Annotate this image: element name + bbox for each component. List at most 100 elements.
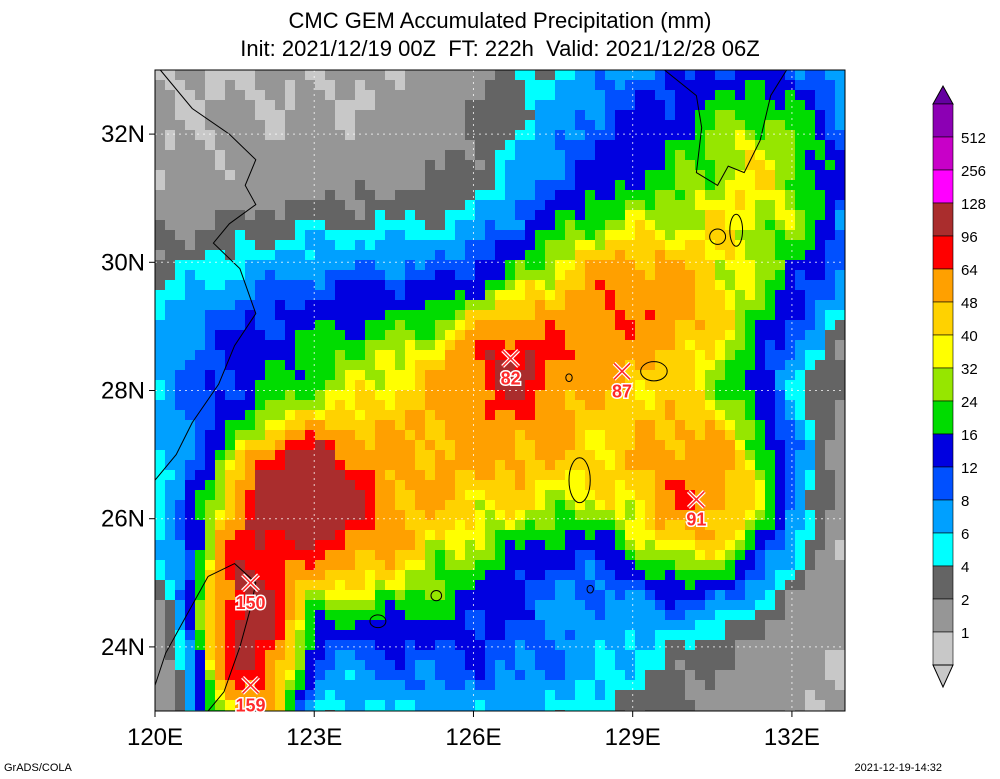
field-cell bbox=[505, 350, 516, 361]
field-cell bbox=[395, 670, 406, 681]
field-cell bbox=[495, 90, 506, 101]
field-cell bbox=[605, 430, 616, 441]
field-cell bbox=[375, 130, 386, 141]
field-cell bbox=[485, 420, 496, 431]
field-cell bbox=[155, 680, 166, 691]
field-cell bbox=[525, 230, 536, 241]
field-cell bbox=[445, 480, 456, 491]
colorbar-label: 48 bbox=[961, 295, 978, 312]
field-cell bbox=[505, 140, 516, 151]
field-cell bbox=[165, 300, 176, 311]
field-cell bbox=[575, 670, 586, 681]
field-cell bbox=[155, 290, 166, 301]
field-cell bbox=[215, 480, 226, 491]
field-cell bbox=[715, 450, 726, 461]
field-cell bbox=[305, 270, 316, 281]
field-cell bbox=[515, 390, 526, 401]
field-cell bbox=[455, 410, 466, 421]
field-cell bbox=[635, 430, 646, 441]
field-cell bbox=[565, 600, 576, 611]
field-cell bbox=[475, 680, 486, 691]
field-cell bbox=[185, 200, 196, 211]
field-cell bbox=[705, 680, 716, 691]
field-cell bbox=[375, 180, 386, 191]
field-cell bbox=[205, 510, 216, 521]
island bbox=[568, 457, 591, 504]
field-cell bbox=[665, 480, 676, 491]
field-cell bbox=[675, 470, 686, 481]
field-cell bbox=[655, 470, 666, 481]
field-cell bbox=[755, 300, 766, 311]
field-cell bbox=[655, 490, 666, 501]
field-cell bbox=[215, 250, 226, 261]
field-cell bbox=[275, 200, 286, 211]
field-cell bbox=[685, 370, 696, 381]
field-cell bbox=[195, 350, 206, 361]
field-cell bbox=[555, 400, 566, 411]
field-cell bbox=[495, 320, 506, 331]
field-cell bbox=[325, 480, 336, 491]
field-cell bbox=[375, 470, 386, 481]
field-cell bbox=[535, 400, 546, 411]
field-cell bbox=[355, 580, 366, 591]
field-cell bbox=[345, 110, 356, 121]
field-cell bbox=[435, 610, 446, 621]
field-cell bbox=[215, 100, 226, 111]
field-cell bbox=[505, 120, 516, 131]
field-cell bbox=[635, 340, 646, 351]
field-cell bbox=[295, 400, 306, 411]
field-cell bbox=[735, 210, 746, 221]
field-cell bbox=[835, 320, 846, 331]
field-cell bbox=[725, 620, 736, 631]
field-cell bbox=[465, 430, 476, 441]
field-cell bbox=[765, 380, 776, 391]
field-cell bbox=[215, 600, 226, 611]
field-cell bbox=[565, 90, 576, 101]
island bbox=[586, 584, 594, 594]
field-cell bbox=[755, 200, 766, 211]
field-cell bbox=[425, 80, 436, 91]
field-cell bbox=[385, 270, 396, 281]
field-cell bbox=[505, 400, 516, 411]
field-cell bbox=[605, 200, 616, 211]
field-cell bbox=[675, 500, 686, 511]
field-cell bbox=[455, 110, 466, 121]
field-cell bbox=[365, 300, 376, 311]
field-cell bbox=[465, 360, 476, 371]
field-cell bbox=[595, 430, 606, 441]
field-cell bbox=[325, 270, 336, 281]
field-cell bbox=[275, 120, 286, 131]
field-cell bbox=[605, 570, 616, 581]
field-cell bbox=[645, 90, 656, 101]
field-cell bbox=[775, 200, 786, 211]
field-cell bbox=[405, 690, 416, 701]
field-cell bbox=[505, 450, 516, 461]
field-cell bbox=[355, 690, 366, 701]
field-cell bbox=[365, 470, 376, 481]
field-cell bbox=[575, 660, 586, 671]
field-cell bbox=[395, 660, 406, 671]
max-marker-label: 159 bbox=[236, 695, 266, 715]
field-cell bbox=[655, 610, 666, 621]
field-cell bbox=[155, 430, 166, 441]
field-cell bbox=[585, 330, 596, 341]
field-cell bbox=[445, 580, 456, 591]
field-cell bbox=[475, 530, 486, 541]
field-cell bbox=[285, 410, 296, 421]
field-cell bbox=[325, 420, 336, 431]
field-cell bbox=[785, 610, 796, 621]
field-cell bbox=[765, 90, 776, 101]
field-cell bbox=[365, 530, 376, 541]
field-cell bbox=[805, 410, 816, 421]
field-cell bbox=[645, 100, 656, 111]
field-cell bbox=[485, 270, 496, 281]
field-cell bbox=[515, 450, 526, 461]
field-cell bbox=[755, 190, 766, 201]
field-cell bbox=[425, 70, 436, 81]
field-cell bbox=[785, 420, 796, 431]
field-cell bbox=[805, 90, 816, 101]
field-cell bbox=[445, 90, 456, 101]
field-cell bbox=[235, 540, 246, 551]
field-cell bbox=[705, 130, 716, 141]
field-cell bbox=[515, 280, 526, 291]
